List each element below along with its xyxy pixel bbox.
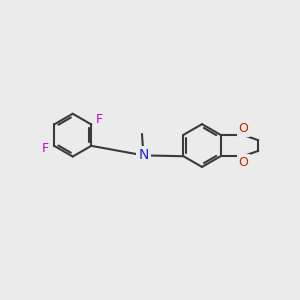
Text: F: F (42, 142, 49, 155)
Text: N: N (138, 148, 148, 162)
Text: F: F (96, 113, 103, 127)
Text: O: O (238, 122, 248, 135)
Text: O: O (238, 156, 248, 169)
